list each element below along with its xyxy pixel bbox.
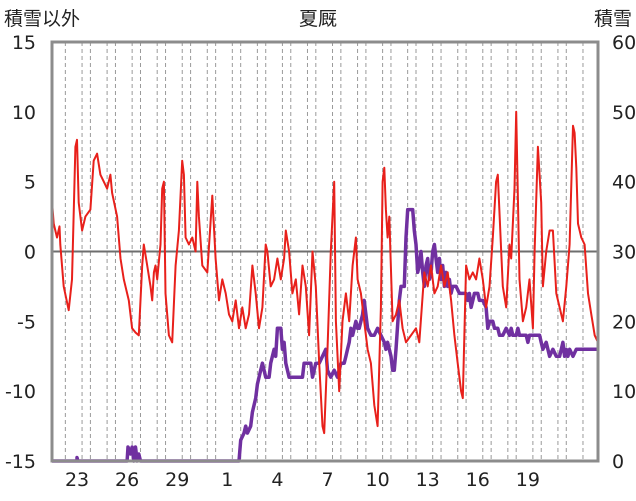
x-tick-label: 23 xyxy=(65,469,89,491)
right-tick-label: 50 xyxy=(612,102,636,124)
x-tick-label: 4 xyxy=(271,469,283,491)
right-tick-label: 40 xyxy=(612,172,636,194)
right-axis-label: 積雪 xyxy=(594,8,632,30)
right-tick-label: 10 xyxy=(612,381,636,403)
left-tick-label: 0 xyxy=(24,242,36,264)
left-tick-label: 5 xyxy=(24,172,36,194)
x-tick-label: 26 xyxy=(115,469,139,491)
right-tick-label: 0 xyxy=(612,451,624,473)
left-tick-label: -15 xyxy=(5,451,36,473)
red-series-line xyxy=(51,110,599,435)
series-lines xyxy=(51,110,599,463)
right-tick-label: 60 xyxy=(612,32,636,54)
x-tick-label: 1 xyxy=(221,469,233,491)
left-axis-label: 積雪以外 xyxy=(4,8,80,30)
x-tick-label: 7 xyxy=(321,469,333,491)
left-tick-label: -10 xyxy=(5,381,36,403)
x-tick-label: 29 xyxy=(165,469,189,491)
x-tick-label: 19 xyxy=(516,469,540,491)
plot-frame xyxy=(50,40,600,463)
left-tick-label: -5 xyxy=(17,311,36,333)
right-tick-label: 30 xyxy=(612,242,636,264)
chart-title: 夏厩 xyxy=(299,8,337,30)
x-tick-label: 13 xyxy=(416,469,440,491)
right-tick-label: 20 xyxy=(612,311,636,333)
x-tick-label: 10 xyxy=(366,469,390,491)
purple-series-line xyxy=(52,207,598,463)
left-tick-label: 10 xyxy=(12,102,36,124)
left-tick-label: 15 xyxy=(12,32,36,54)
x-tick-label: 16 xyxy=(466,469,490,491)
